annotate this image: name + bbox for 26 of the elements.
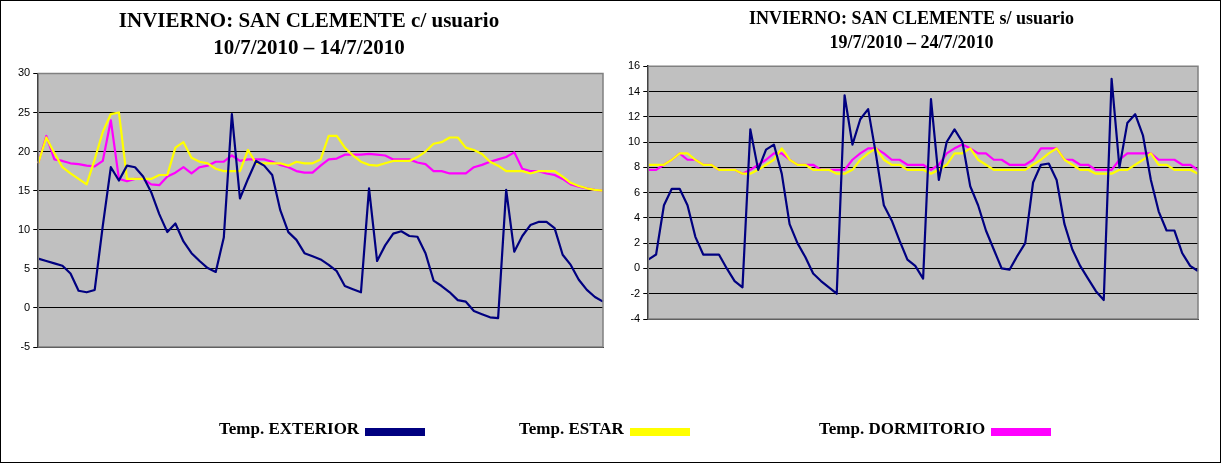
y-tick-label: 30 — [17, 66, 31, 79]
y-tick-label: 0 — [24, 300, 31, 313]
legend-label: Temp. ESTAR — [519, 419, 624, 439]
y-tick-label: 2 — [634, 236, 641, 249]
legend-label: Temp. DORMITORIO — [819, 419, 986, 439]
chart-title: INVIERNO: SAN CLEMENTE s/ usuario — [748, 8, 1075, 29]
y-tick-label: 0 — [634, 261, 641, 274]
y-tick-label: 4 — [634, 210, 641, 223]
y-tick-label: -2 — [630, 286, 641, 299]
legend-label: Temp. EXTERIOR — [219, 419, 360, 439]
y-tick-label: 20 — [17, 144, 31, 157]
y-tick-label: -4 — [630, 312, 641, 325]
y-tick-label: 6 — [634, 185, 641, 198]
y-tick-label: 15 — [17, 183, 31, 196]
chart-title: INVIERNO: SAN CLEMENTE c/ usuario — [118, 8, 500, 33]
y-tick-label: 10 — [17, 222, 31, 235]
y-tick-label: 25 — [17, 105, 31, 118]
y-tick-label: 8 — [634, 160, 641, 173]
y-tick-label: 10 — [627, 135, 641, 148]
y-tick-label: 5 — [24, 261, 31, 274]
y-tick-label: 16 — [627, 59, 641, 72]
y-tick-label: 12 — [627, 109, 641, 122]
chart-subtitle: 10/7/2010 – 14/7/2010 — [213, 35, 405, 60]
y-tick-label: -5 — [20, 340, 31, 353]
chart-subtitle: 19/7/2010 – 24/7/2010 — [829, 32, 994, 53]
y-tick-label: 14 — [627, 84, 641, 97]
